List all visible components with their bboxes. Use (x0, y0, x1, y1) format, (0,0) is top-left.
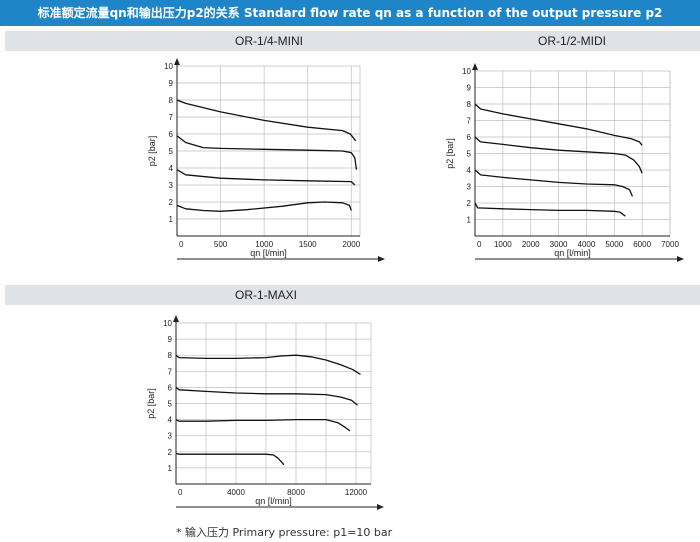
y-tick-label: 1 (467, 216, 472, 225)
chart-title-maxi: OR-1-MAXI (235, 288, 298, 302)
x-axis-arrow (377, 504, 384, 510)
y-tick-label: 1 (168, 464, 173, 473)
series-line-3 (175, 418, 351, 432)
x-tick-label: 0 (179, 240, 184, 249)
y-tick-label: 2 (168, 448, 173, 457)
y-tick-label: 3 (169, 181, 174, 190)
y-tick-label: 8 (168, 351, 173, 360)
y-tick-label: 4 (169, 164, 174, 173)
section-header-bottom: OR-1-MAXI (5, 285, 700, 305)
x-axis-label: qn [l/min] (250, 248, 287, 258)
y-tick-label: 7 (169, 113, 174, 122)
y-tick-label: 3 (467, 183, 472, 192)
y-tick-label: 5 (169, 147, 174, 156)
y-tick-label: 1 (169, 215, 174, 224)
x-axis-arrow (677, 256, 684, 262)
x-tick-label: 2000 (522, 240, 540, 249)
y-axis-label: p2 [bar] (146, 388, 156, 419)
x-axis-arrow (378, 256, 385, 262)
x-tick-label: 6000 (633, 240, 651, 249)
y-tick-label: 9 (467, 84, 472, 93)
y-tick-label: 3 (168, 432, 173, 441)
y-axis-arrow (472, 63, 478, 70)
series-line-2 (175, 386, 358, 406)
footnote-primary-pressure: * 输入压力 Primary pressure: p1=10 bar (176, 526, 393, 539)
section-header-top: OR-1/4-MINI OR-1/2-MIDI (5, 31, 700, 51)
x-tick-label: 12000 (345, 488, 368, 497)
y-tick-label: 4 (168, 416, 173, 425)
y-axis-label: p2 [bar] (445, 138, 455, 169)
y-tick-label: 6 (168, 383, 173, 392)
series-line-2 (474, 136, 643, 174)
y-tick-label: 5 (168, 400, 173, 409)
y-tick-label: 7 (467, 117, 472, 126)
y-tick-label: 2 (467, 199, 472, 208)
y-tick-label: 9 (168, 335, 173, 344)
series-line-4 (176, 201, 352, 212)
y-tick-label: 8 (169, 96, 174, 105)
series-line-4 (474, 202, 626, 217)
y-tick-label: 9 (169, 79, 174, 88)
series-line-3 (474, 169, 633, 197)
y-axis-arrow (173, 315, 179, 322)
x-tick-label: 3000 (550, 240, 568, 249)
x-tick-label: 4000 (227, 488, 245, 497)
y-tick-label: 5 (467, 150, 472, 159)
y-tick-label: 7 (168, 367, 173, 376)
series-line-3 (176, 169, 356, 186)
y-tick-label: 2 (169, 198, 174, 207)
x-axis-label: qn [l/min] (554, 248, 591, 258)
x-tick-label: 0 (477, 240, 482, 249)
chart-title-midi: OR-1/2-MIDI (538, 34, 607, 48)
x-tick-label: 5000 (605, 240, 623, 249)
x-tick-label: 0 (178, 488, 183, 497)
y-axis-arrow (174, 58, 180, 65)
y-tick-label: 8 (467, 100, 472, 109)
x-tick-label: 1000 (255, 240, 273, 249)
y-tick-label: 10 (163, 319, 172, 328)
y-tick-label: 10 (164, 62, 173, 71)
x-tick-label: 1000 (494, 240, 512, 249)
x-tick-label: 7000 (661, 240, 679, 249)
x-axis-label: qn [l/min] (255, 496, 292, 506)
series-line-2 (176, 135, 358, 170)
series-line-1 (176, 99, 357, 142)
series-line-4 (175, 452, 285, 466)
x-tick-label: 8000 (287, 488, 305, 497)
x-tick-label: 1500 (299, 240, 317, 249)
y-axis-label: p2 [bar] (147, 136, 157, 167)
series-line-1 (175, 354, 361, 376)
x-tick-label: 4000 (578, 240, 596, 249)
y-tick-label: 10 (462, 67, 471, 76)
series-line-1 (474, 103, 643, 146)
y-tick-label: 6 (467, 133, 472, 142)
chart-title-mini: OR-1/4-MINI (235, 34, 304, 48)
x-tick-label: 2000 (342, 240, 360, 249)
page-title: 标准额定流量qn和输出压力p2的关系 Standard flow rate qn… (0, 0, 700, 26)
y-tick-label: 6 (169, 130, 174, 139)
y-tick-label: 4 (467, 166, 472, 175)
x-tick-label: 500 (214, 240, 228, 249)
